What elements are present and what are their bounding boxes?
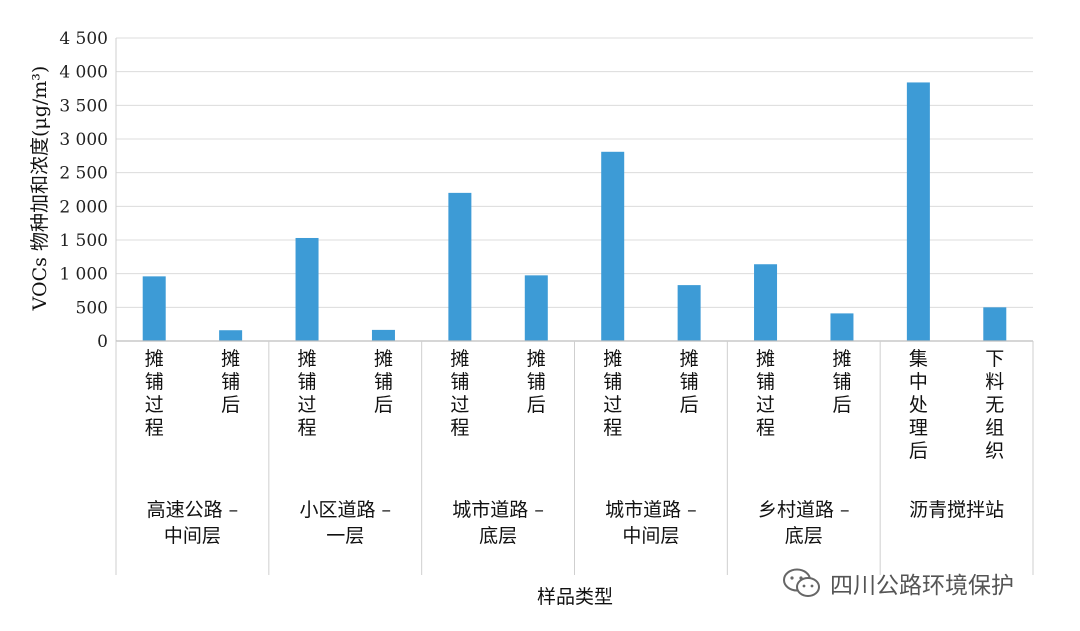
category-label: 摊铺过程 xyxy=(145,348,164,439)
bar xyxy=(524,275,548,341)
category-label: 摊铺后 xyxy=(832,348,851,416)
category-label: 摊铺过程 xyxy=(450,348,469,439)
group-label: 高速公路 – xyxy=(147,499,239,521)
wechat-icon xyxy=(783,568,820,597)
bars xyxy=(142,82,1007,341)
group-label: 一层 xyxy=(326,525,364,547)
y-tick-label: 1 000 xyxy=(59,265,108,285)
category-label: 摊铺过程 xyxy=(756,348,775,439)
category-label: 摊铺后 xyxy=(374,348,393,416)
bar xyxy=(906,82,930,341)
bar xyxy=(295,237,319,341)
category-label: 摊铺后 xyxy=(221,348,240,416)
bar xyxy=(754,264,778,341)
bar xyxy=(601,151,625,341)
gridlines xyxy=(116,37,1033,308)
group-label: 城市道路 – xyxy=(605,499,697,521)
group-label: 沥青搅拌站 xyxy=(909,499,1004,521)
group-label: 中间层 xyxy=(622,525,679,547)
bar xyxy=(371,329,395,341)
y-tick-label: 0 xyxy=(97,332,108,352)
y-tick-label: 4 000 xyxy=(59,63,108,83)
category-label: 摊铺后 xyxy=(527,348,546,416)
y-tick-label: 3 500 xyxy=(59,96,108,116)
y-tick-label: 2 500 xyxy=(59,164,108,184)
y-tick-label: 4 500 xyxy=(59,29,108,49)
y-tick-label: 500 xyxy=(76,298,108,318)
category-label: 摊铺后 xyxy=(680,348,699,416)
group-label: 底层 xyxy=(479,525,517,547)
category-label: 摊铺过程 xyxy=(298,348,317,439)
group-label: 小区道路 – xyxy=(299,499,391,521)
category-label: 下料无组织 xyxy=(985,348,1004,462)
y-tick-label: 2 000 xyxy=(59,197,108,217)
group-labels: 高速公路 – 中间层 小区道路 – 一层 城市道路 – 底层 城市道路 – 中间层 乡村道路 –… xyxy=(147,499,1004,547)
bar xyxy=(142,276,166,341)
group-label: 城市道路 – xyxy=(452,499,544,521)
axes xyxy=(115,38,1034,575)
bar xyxy=(983,307,1007,341)
bar xyxy=(677,285,701,341)
bar xyxy=(830,313,854,341)
bar xyxy=(448,192,472,341)
category-label: 集中处理后 xyxy=(909,348,928,462)
watermark-text: 四川公路环境保护 xyxy=(830,573,1014,599)
watermark: 四川公路环境保护 xyxy=(782,560,1014,606)
group-label: 乡村道路 – xyxy=(758,499,850,521)
group-label: 底层 xyxy=(785,525,823,547)
group-label: 中间层 xyxy=(164,525,221,547)
y-tick-labels: 0 500 1 000 1 500 2 000 2 500 3 000 3 500 4 000 4… xyxy=(59,29,108,352)
y-tick-label: 3 000 xyxy=(59,130,108,150)
category-labels: 摊铺过程 摊铺后 摊铺过程 摊铺后 摊铺过程 摊铺后 摊铺过程 摊铺后 摊铺过程 摊铺后 集中处理后… xyxy=(145,348,1005,462)
y-axis-title: VOCs 物种加和浓度(μg/m³) xyxy=(29,66,51,312)
x-axis-title: 样品类型 xyxy=(537,586,613,608)
y-tick-label: 1 500 xyxy=(59,231,108,251)
bar xyxy=(219,330,243,341)
category-label: 摊铺过程 xyxy=(603,348,622,439)
